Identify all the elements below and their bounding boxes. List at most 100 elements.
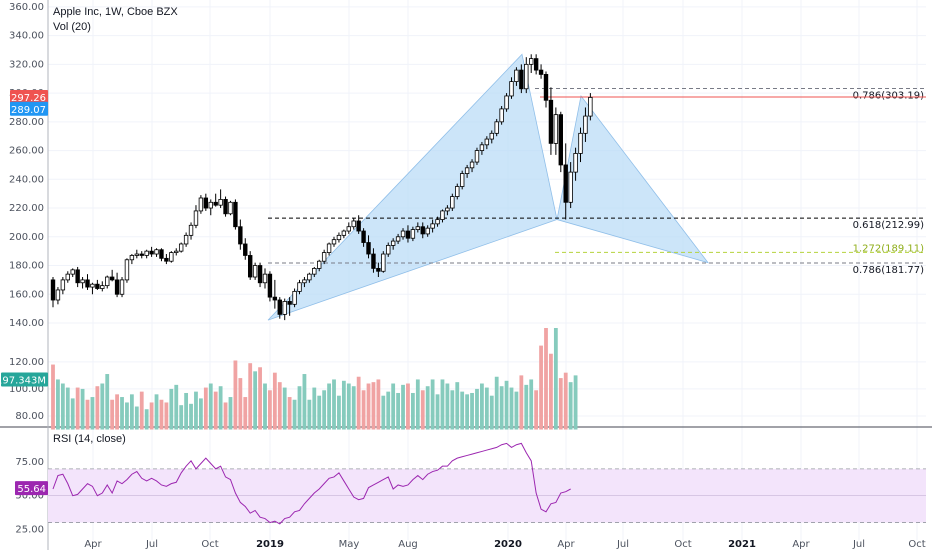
volume-bar	[297, 386, 302, 430]
fib-level-label: 1.272(189.11)	[853, 243, 925, 254]
candle-body	[119, 279, 125, 295]
volume-bar	[174, 384, 179, 430]
candle-body	[154, 249, 159, 255]
candle-body	[514, 69, 519, 82]
volume-bar	[455, 382, 460, 430]
candle-body	[114, 279, 120, 295]
rsi-legend[interactable]: RSI (14, close)	[53, 433, 126, 445]
candle-body	[558, 114, 563, 166]
candle-body	[105, 276, 110, 287]
candle-body	[252, 265, 258, 278]
price-tick-label: 220.00	[9, 203, 44, 214]
volume-bar	[317, 395, 322, 430]
volume-bar	[341, 380, 346, 430]
candle-body	[321, 252, 327, 262]
candle-body	[218, 199, 223, 206]
time-tick-label: Apr	[84, 539, 102, 550]
volume-legend[interactable]: Vol (20)	[53, 21, 91, 33]
volume-bar	[85, 399, 90, 430]
candle-body	[85, 279, 90, 288]
time-tick-label: 2019	[256, 539, 284, 550]
candle-body	[75, 269, 80, 284]
candle-body	[287, 301, 292, 305]
volume-bar	[302, 374, 307, 430]
candle-body	[390, 240, 396, 246]
rsi-badge-bg	[15, 481, 48, 496]
candle-body	[425, 227, 430, 235]
candle-body	[435, 219, 440, 225]
rsi-tick-label: 25.00	[15, 524, 44, 535]
candle-body	[440, 210, 445, 220]
fib-levels: 0.786(303.19) 0.786(181.77) 0.618(212.99) 1…	[268, 88, 926, 276]
volume-bar	[410, 392, 415, 430]
volume-bar	[149, 402, 154, 430]
volume-bar	[144, 409, 149, 430]
volume-bar	[534, 390, 539, 430]
volume-bar	[90, 397, 95, 430]
volume-bar	[189, 403, 193, 430]
last-price-badge: 297.26	[11, 93, 46, 104]
candlesticks	[50, 54, 593, 321]
candle-body	[55, 289, 61, 301]
volume-bar	[470, 392, 474, 430]
candle-body	[60, 279, 66, 291]
candle-body	[568, 171, 573, 203]
volume-bar	[179, 405, 184, 430]
candle-body	[588, 97, 593, 117]
volume-bar	[401, 384, 405, 430]
rsi-line	[52, 442, 571, 525]
candle-body	[415, 226, 421, 230]
volume-bars	[51, 328, 578, 430]
candle-body	[95, 283, 100, 289]
candle-body	[474, 150, 480, 163]
volume-badge: 197.343M	[0, 375, 46, 386]
time-tick-label: Oct	[201, 539, 218, 550]
candle-body	[509, 81, 514, 97]
candle-body	[410, 229, 416, 239]
candle-body	[553, 114, 559, 144]
candle-body	[346, 226, 351, 232]
price-tick-label: 180.00	[9, 261, 44, 272]
volume-bar	[263, 383, 267, 430]
price-tick-label: 280.00	[9, 117, 44, 128]
candle-body	[400, 230, 406, 238]
volume-bar	[558, 378, 563, 430]
volume-bar	[95, 386, 100, 430]
candle-body	[504, 95, 509, 110]
candle-body	[124, 259, 130, 281]
candle-body	[203, 197, 209, 209]
volume-bar	[154, 394, 159, 430]
candle-body	[543, 74, 549, 101]
candle-body	[297, 282, 302, 292]
symbol-legend[interactable]: Apple Inc, 1W, Cboe BZX	[53, 6, 178, 18]
ma-price-badge: 289.07	[11, 105, 46, 116]
volume-bar	[184, 392, 189, 430]
candle-body	[174, 250, 179, 253]
candle-body	[302, 279, 307, 284]
candle-body	[267, 273, 273, 298]
candle-body	[164, 257, 169, 262]
candle-body	[336, 234, 342, 241]
candle-body	[247, 255, 253, 278]
volume-tick-label: 120.00	[9, 357, 44, 368]
volume-bar	[430, 379, 435, 430]
price-tick-label: 320.00	[9, 59, 44, 70]
volume-bar	[391, 383, 396, 430]
volume-bar	[194, 391, 198, 430]
price-tick-label: 260.00	[9, 146, 44, 157]
candle-body	[326, 243, 332, 253]
volume-bar	[504, 380, 509, 430]
candle-body	[292, 290, 297, 305]
candle-body	[134, 253, 140, 256]
candle-body	[450, 196, 455, 209]
candle-body	[331, 239, 337, 245]
volume-bar	[519, 375, 524, 430]
volume-bar	[346, 383, 351, 430]
volume-bar	[238, 378, 243, 430]
candle-body	[198, 197, 204, 212]
volume-bar	[573, 375, 578, 430]
candle-body	[351, 220, 356, 228]
volume-bar	[213, 391, 218, 430]
